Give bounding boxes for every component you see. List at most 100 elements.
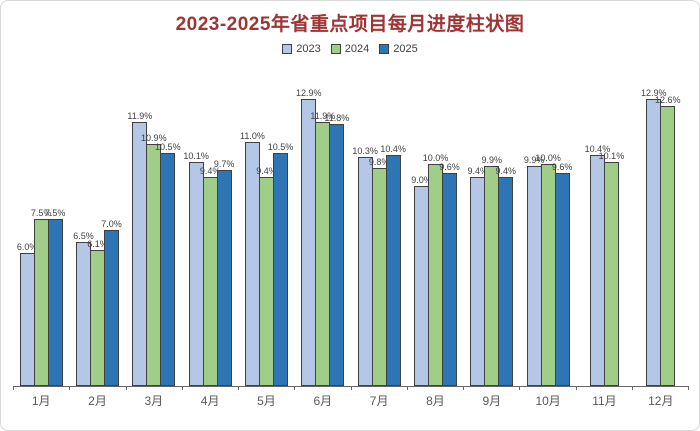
bar-2023-3月: 11.9% xyxy=(127,112,152,386)
x-tick-label-9月: 9月 xyxy=(482,394,502,408)
axis-tick xyxy=(125,386,182,390)
data-label-2024-9月: 9.9% xyxy=(481,155,503,165)
bar-2025-5月: 10.5% xyxy=(268,143,293,386)
data-label-2025-10月: 9.6% xyxy=(551,162,573,172)
bar-2025-7月: 10.4% xyxy=(380,145,406,386)
bar-2024-12月: 12.6% xyxy=(655,96,681,386)
bar-2023-9月: 9.4% xyxy=(468,167,488,386)
bar-2024-2月: 6.1% xyxy=(87,240,108,386)
bar-2025-4月: 9.7% xyxy=(214,160,234,386)
bar-2023-5月: 11.0% xyxy=(240,132,265,386)
data-label-2023-11月: 10.4% xyxy=(584,144,611,154)
bar-2025-1月: 7.5% xyxy=(45,209,65,386)
legend-item-2023: 2023 xyxy=(282,43,321,55)
axis-tick xyxy=(631,386,689,390)
bar-2025-8月: 9.6% xyxy=(439,163,460,386)
data-label-2023-3月: 11.9% xyxy=(127,111,153,121)
x-tick-label-11月: 11月 xyxy=(592,394,617,408)
legend-swatch-2023 xyxy=(282,44,293,54)
data-label-2024-11月: 10.1% xyxy=(598,151,625,161)
legend-swatch-2024 xyxy=(330,44,341,54)
x-tick-label-5月: 5月 xyxy=(257,394,276,408)
data-label-2025-8月: 9.6% xyxy=(439,162,460,172)
legend: 2023 2024 2025 xyxy=(1,43,699,55)
axis-tick xyxy=(406,386,463,390)
bar-group-1月: 6.0% 7.5% 7.5% xyxy=(13,86,69,386)
legend-label: 2024 xyxy=(344,43,370,55)
legend-label: 2023 xyxy=(296,43,321,55)
x-tick-label-12月: 12月 xyxy=(648,394,674,408)
bar-2025-10月: 9.6% xyxy=(552,163,572,386)
bar-2024-8月: 10.0% xyxy=(423,154,448,386)
bar-2024-4月: 9.4% xyxy=(200,167,220,386)
axis-tick xyxy=(519,386,575,390)
bar-2023-12月: 12.9% xyxy=(641,89,667,386)
bar-group-11月: 10.4% 10.1% xyxy=(576,86,632,386)
bar-group-3月: 11.9% 10.9% 10.5% xyxy=(126,86,182,386)
axis-tick xyxy=(463,386,519,390)
data-label-2024-12月: 12.6% xyxy=(655,95,681,105)
data-label-2023-12月: 12.9% xyxy=(641,88,667,98)
bar-2024-10月: 10.0% xyxy=(535,154,561,386)
data-label-2023-4月: 10.1% xyxy=(183,151,209,161)
data-label-2025-2月: 7.0% xyxy=(101,219,122,229)
bar-group-12月: 12.9% 12.6% xyxy=(633,86,689,386)
data-label-2023-7月: 10.3% xyxy=(352,146,378,156)
data-label-2024-7月: 9.8% xyxy=(368,157,390,167)
bar-2023-1月: 6.0% xyxy=(17,243,37,386)
bar-group-8月: 9.0% 10.0% 9.6% xyxy=(407,86,463,386)
axis-tick xyxy=(238,386,294,390)
bar-2024-5月: 9.4% xyxy=(256,167,277,386)
data-label-2025-4月: 9.7% xyxy=(213,159,235,169)
data-label-2024-8月: 10.0% xyxy=(422,153,449,163)
bar-2024-9月: 9.9% xyxy=(482,156,502,386)
data-label-2025-7月: 10.4% xyxy=(380,144,406,154)
x-tick-label-7月: 7月 xyxy=(369,394,389,408)
axis-tick xyxy=(69,386,125,390)
axis-tick xyxy=(294,386,350,390)
bar-2023-7月: 10.3% xyxy=(352,147,378,386)
axis-tick xyxy=(350,386,407,390)
chart-title: 2023-2025年省重点项目每月进度柱状图 xyxy=(175,14,525,35)
data-label-2023-6月: 12.9% xyxy=(296,88,322,98)
bar-2025-9月: 9.4% xyxy=(496,167,516,386)
bar-group-2月: 6.5% 6.1% 7.0% xyxy=(69,86,125,386)
x-tick-label-10月: 10月 xyxy=(535,394,561,408)
bar-group-7月: 10.3% 9.8% 10.4% xyxy=(351,86,407,386)
bar-group-9月: 9.4% 9.9% 9.4% xyxy=(464,86,520,386)
data-label-2024-6月: 11.9% xyxy=(310,111,336,121)
x-axis-ticks xyxy=(13,386,689,390)
axis-tick xyxy=(13,386,69,390)
x-tick-label-1月: 1月 xyxy=(31,394,51,408)
data-label-2025-3月: 10.5% xyxy=(155,142,181,152)
bar-2025-3月: 10.5% xyxy=(155,143,181,386)
axis-tick xyxy=(575,386,632,390)
bar-2025-2月: 7.0% xyxy=(101,220,122,386)
bar-2023-10月: 9.9% xyxy=(524,156,544,386)
data-label-2025-5月: 10.5% xyxy=(267,142,294,152)
bar-2024-7月: 9.8% xyxy=(369,158,389,386)
bar-2023-4月: 10.1% xyxy=(183,152,209,386)
x-tick-label-4月: 4月 xyxy=(200,394,220,408)
data-label-2024-2月: 6.1% xyxy=(87,239,108,249)
bar-group-4月: 10.1% 9.4% 9.7% xyxy=(182,86,238,386)
plot-area: 6.0% 7.5% 7.5% 6.5% 6.1% 7.0% 11.9% 10.9% 10.5% 1… xyxy=(13,86,689,387)
bar-2024-11月: 10.1% xyxy=(599,152,624,386)
bar-group-6月: 12.9% 11.9% 11.8% xyxy=(295,86,351,386)
legend-item-2024: 2024 xyxy=(330,43,370,55)
data-label-2023-5月: 11.0% xyxy=(240,131,265,141)
data-label-2024-1月: 7.5% xyxy=(30,208,52,218)
data-label-2024-5月: 9.4% xyxy=(256,166,277,176)
bar-2023-6月: 12.9% xyxy=(296,89,322,386)
x-tick-label-6月: 6月 xyxy=(313,394,333,408)
axis-tick xyxy=(181,386,238,390)
bar-group-10月: 9.9% 10.0% 9.6% xyxy=(520,86,576,386)
bar-2025-6月: 11.8% xyxy=(324,114,349,386)
data-label-2023-1月: 6.0% xyxy=(16,242,38,252)
data-label-2025-1月: 7.5% xyxy=(44,208,66,218)
legend-item-2025: 2025 xyxy=(379,43,418,55)
data-label-2023-10月: 9.9% xyxy=(523,155,545,165)
x-axis-labels: 1月 2月 3月 4月 5月 6月 7月 8月 9月 10月 11月 12月 xyxy=(13,392,689,410)
bar-2023-11月: 10.4% xyxy=(585,145,610,386)
